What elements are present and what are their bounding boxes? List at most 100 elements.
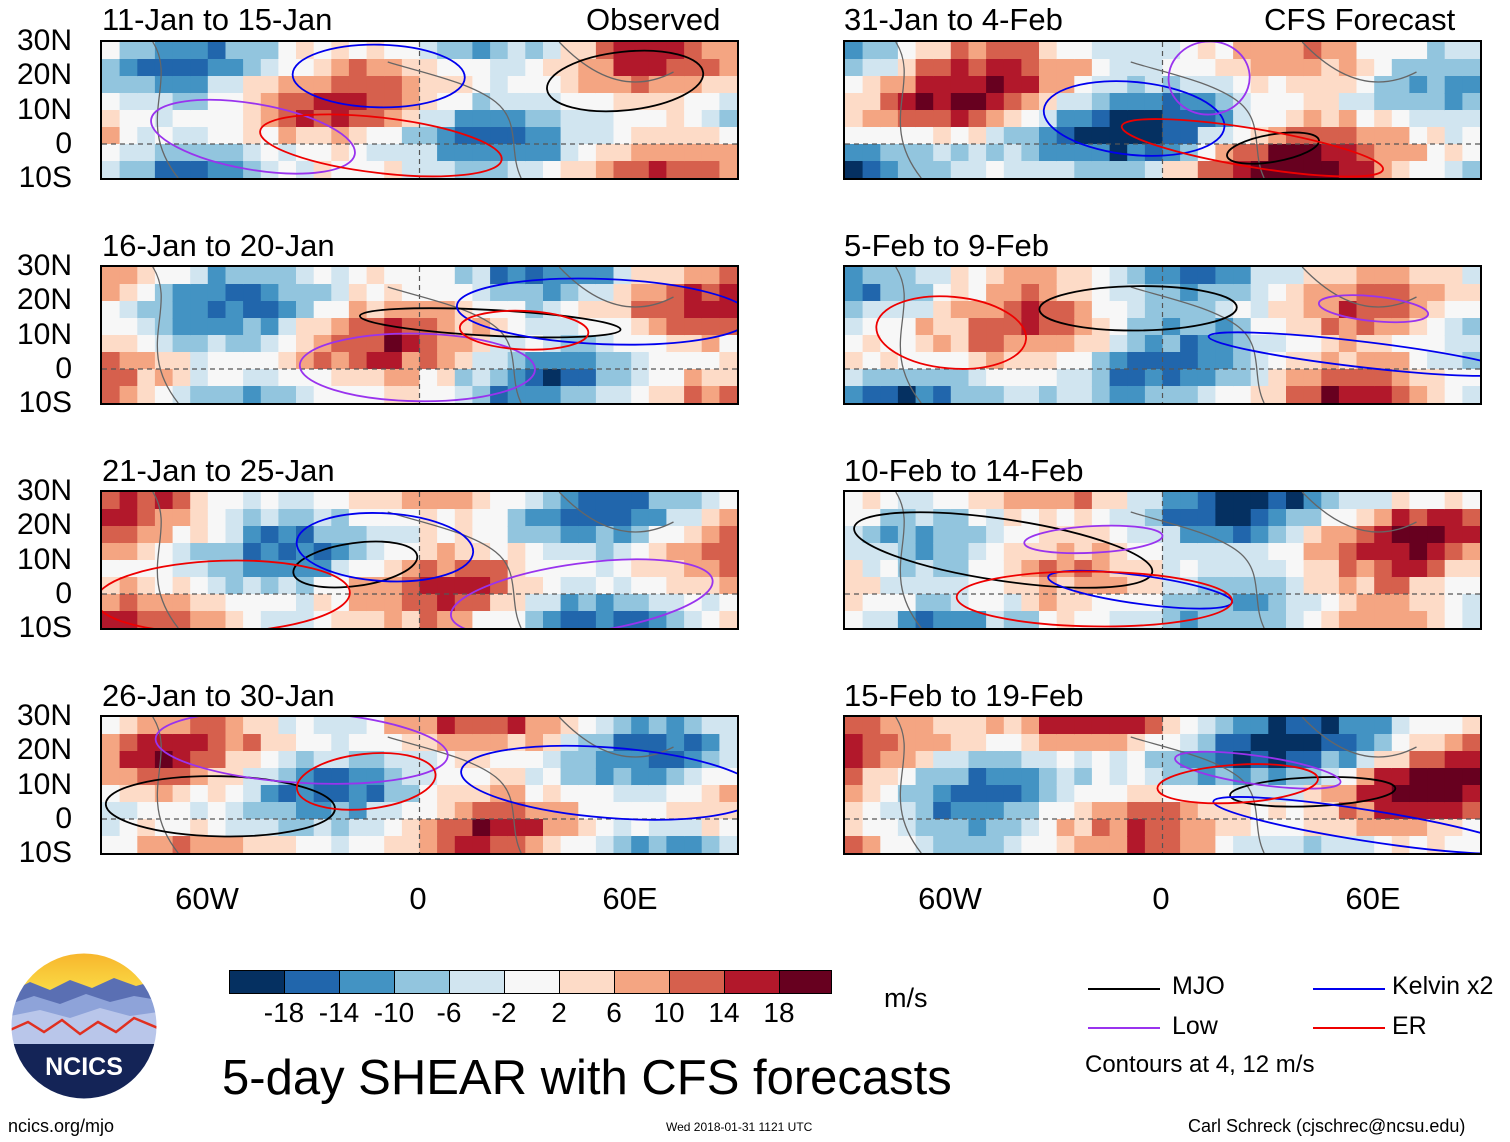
shear-cell xyxy=(1462,785,1480,803)
shear-cell xyxy=(243,785,262,803)
shear-cell xyxy=(137,369,156,387)
shear-cell xyxy=(862,301,881,319)
shear-cell xyxy=(225,543,244,561)
x-tick-label: 0 xyxy=(1152,881,1170,916)
shear-cell xyxy=(260,594,279,612)
shear-cell xyxy=(986,110,1005,128)
shear-cell xyxy=(1039,734,1058,752)
shear-cell xyxy=(1180,352,1199,370)
shear-cell xyxy=(260,161,279,178)
shear-cell xyxy=(190,526,209,544)
shear-cell xyxy=(1462,335,1480,353)
shear-cell xyxy=(933,267,952,285)
shear-cell xyxy=(1233,284,1252,302)
shear-cell xyxy=(401,42,421,60)
shear-map xyxy=(102,42,737,178)
shear-cell xyxy=(1250,526,1269,544)
shear-cell xyxy=(845,560,864,578)
shear-cell xyxy=(525,127,544,145)
shear-cell xyxy=(243,560,262,578)
shear-cell xyxy=(1021,93,1040,111)
shear-cell xyxy=(472,594,491,612)
shear-cell xyxy=(1338,509,1358,527)
shear-cell xyxy=(968,161,987,178)
shear-cell xyxy=(1233,492,1252,510)
shear-cell xyxy=(384,144,403,162)
shear-cell xyxy=(1286,144,1305,162)
shear-cell xyxy=(1127,509,1146,527)
shear-cell xyxy=(845,284,864,302)
shear-cell xyxy=(119,509,138,527)
shear-cell xyxy=(560,301,579,319)
shear-cell xyxy=(613,492,632,510)
shear-cell xyxy=(137,42,156,60)
shear-cell xyxy=(1233,819,1252,837)
shear-cell xyxy=(1286,284,1305,302)
shear-cell xyxy=(1250,284,1269,302)
shear-cell xyxy=(296,93,315,111)
shear-cell xyxy=(437,509,456,527)
shear-cell xyxy=(915,335,934,353)
shear-cell xyxy=(968,301,987,319)
shear-cell xyxy=(472,144,491,162)
shear-cell xyxy=(543,93,562,111)
shear-cell xyxy=(1197,543,1216,561)
shear-cell xyxy=(880,717,899,735)
shear-cell xyxy=(1356,611,1375,628)
shear-cell xyxy=(348,768,368,786)
shear-cell xyxy=(1321,560,1340,578)
shear-cell xyxy=(119,577,138,595)
shear-cell xyxy=(1268,144,1287,162)
shear-cell xyxy=(1409,161,1428,178)
shear-cell xyxy=(950,819,969,837)
shear-cell xyxy=(1056,369,1075,387)
shear-cell xyxy=(1003,560,1022,578)
shear-cell xyxy=(1268,819,1287,837)
shear-cell xyxy=(1074,509,1093,527)
shear-cell xyxy=(1409,93,1428,111)
shear-cell xyxy=(260,335,279,353)
shear-cell xyxy=(1409,526,1428,544)
shear-cell xyxy=(1462,768,1480,786)
shear-cell xyxy=(1074,301,1093,319)
shear-cell xyxy=(1180,335,1199,353)
shear-cell xyxy=(454,284,473,302)
shear-cell xyxy=(1180,59,1199,77)
map-panel-7 xyxy=(843,490,1482,630)
shear-cell xyxy=(384,543,403,561)
shear-cell xyxy=(986,594,1005,612)
shear-cell xyxy=(437,267,456,285)
shear-cell xyxy=(225,42,244,60)
shear-cell xyxy=(862,526,881,544)
shear-cell xyxy=(648,284,667,302)
ncics-logo[interactable]: NCICS xyxy=(10,952,158,1100)
shear-cell xyxy=(102,93,121,111)
footer-url[interactable]: ncics.org/mjo xyxy=(8,1116,115,1136)
shear-cell xyxy=(1321,318,1340,336)
shear-cell xyxy=(1056,751,1075,769)
shear-cell xyxy=(968,509,987,527)
shear-cell xyxy=(384,717,403,735)
shear-cell xyxy=(1109,42,1128,60)
shear-cell xyxy=(437,127,456,145)
shear-cell xyxy=(1356,492,1375,510)
shear-cell xyxy=(933,76,952,94)
shear-cell xyxy=(845,301,864,319)
shear-cell xyxy=(207,594,226,612)
shear-cell xyxy=(897,751,917,769)
shear-cell xyxy=(578,526,597,544)
shear-cell xyxy=(313,110,332,128)
shear-cell xyxy=(648,110,667,128)
shear-cell xyxy=(1039,161,1058,178)
shear-cell xyxy=(1427,284,1446,302)
shear-cell xyxy=(119,110,138,128)
colorbar-swatch xyxy=(779,970,832,994)
shear-cell xyxy=(880,836,899,853)
shear-cell xyxy=(1127,42,1146,60)
shear-cell xyxy=(560,284,579,302)
shear-cell xyxy=(348,836,368,853)
shear-cell xyxy=(1144,577,1164,595)
shear-cell xyxy=(543,267,562,285)
shear-cell xyxy=(1109,802,1128,820)
shear-cell xyxy=(595,284,615,302)
